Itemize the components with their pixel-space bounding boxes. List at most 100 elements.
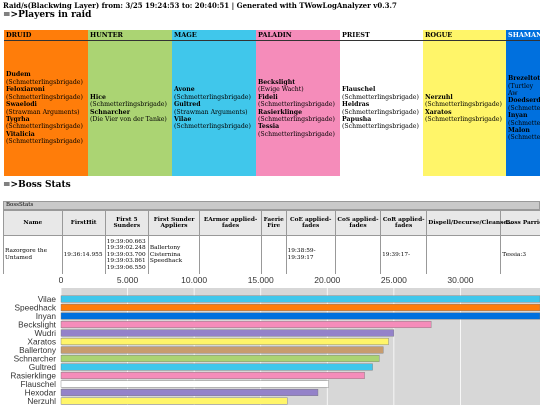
bar-nerzuhl — [61, 398, 287, 405]
class-name: PALADIN — [256, 30, 340, 41]
category-label: Nerzuhl — [27, 396, 56, 405]
player-name: Schnarcher — [90, 109, 170, 116]
player-guild: (Schmetterlingsbrigade) — [425, 116, 504, 123]
player-name: Tessia — [258, 123, 338, 130]
x-tick-label: 20.000 — [314, 275, 340, 285]
player-name: Doedserde — [508, 97, 540, 104]
player-name: Heldras — [342, 101, 421, 108]
players-heading: =>Players in raid — [3, 10, 91, 20]
player-name: Tygrha — [6, 116, 86, 123]
player-guild: (Schmetterlingsbrigade) — [6, 138, 86, 145]
class-player-list: Avone(Schmetterlingsbrigade)Gultred(Stra… — [172, 41, 256, 176]
column-header: FirstHit — [62, 211, 105, 236]
player-guild: (Schmetterli — [508, 105, 540, 112]
player-name: Vitalicia — [6, 131, 86, 138]
table-cell: Razorgore the Untamed — [4, 236, 63, 275]
bar-vilae — [61, 296, 540, 303]
player-name: Feloxiaroni — [6, 86, 86, 93]
column-header: Name — [4, 211, 63, 236]
class-player-list: Nerzuhl(Schmetterlingsbrigade)Xaratos(Sc… — [423, 41, 506, 176]
player-guild: (Schmetterlingsbrigade) — [6, 94, 86, 101]
boss-stats-bar: BossStats — [3, 201, 540, 210]
player-guild: (Schmetterlingsbrigade) — [174, 94, 254, 101]
column-header: First 5 Sunders — [105, 211, 148, 236]
column-header: CoE applied-fades — [286, 211, 335, 236]
x-tick-label: 0 — [59, 275, 64, 285]
class-name: ROGUE — [423, 30, 506, 41]
class-name: DRUID — [4, 30, 88, 41]
bar-schnarcher — [61, 355, 379, 362]
player-guild: (Schmetterlingsbrigade) — [342, 123, 421, 130]
class-player-list: Beckslight(Ewige Wacht)Fideli(Schmetterl… — [256, 41, 340, 176]
player-guild: (Strawman Arguments) — [6, 109, 86, 116]
player-guild: (Schmetterlingsbrigade) — [342, 109, 421, 116]
bar-rasierklinge — [61, 372, 365, 379]
player-name: Rasierklinge — [258, 109, 338, 116]
class-name: SHAMAN — [506, 30, 540, 41]
class-player-list: Dudem(Schmetterlingsbrigade)Feloxiaroni(… — [4, 41, 88, 176]
player-name: Fideli — [258, 94, 338, 101]
player-guild: (Die Vier von der Tanke) — [90, 116, 170, 123]
table-cell — [200, 236, 262, 275]
bar-flauschel — [61, 381, 329, 388]
x-tick-label: 5.000 — [117, 275, 139, 285]
column-header: CoR applied-fades — [381, 211, 427, 236]
player-guild: (Schmetterlingsbrigade) — [258, 101, 338, 108]
player-name: Avone — [174, 86, 254, 93]
player-name: Hice — [90, 94, 170, 101]
player-guild: (Schmetterli — [508, 134, 540, 141]
table-cell — [335, 236, 380, 275]
column-header: EArmor applied-fades — [200, 211, 262, 236]
player-name: Xaratos — [425, 109, 504, 116]
class-name: MAGE — [172, 30, 256, 41]
player-name: Inyan — [508, 112, 540, 119]
column-header: Faerie Fire — [261, 211, 286, 236]
table-cell: 19:38:59-19:39:17 — [286, 236, 335, 275]
column-header: Dispell/Decurse/Cleanse... — [427, 211, 501, 236]
class-column-shaman: SHAMANBrezeltotsc(Turtley AwDoedserde(Sc… — [506, 30, 540, 176]
player-guild: (Schmetterli — [508, 120, 540, 127]
player-name: Beckslight — [258, 79, 338, 86]
column-header: Boss Parried >1 — [501, 211, 540, 236]
player-name: Flauschel — [342, 86, 421, 93]
boss-heading: =>Boss Stats — [3, 180, 71, 190]
column-header: First Sunder Appliers — [148, 211, 199, 236]
x-tick-label: 30.000 — [447, 275, 473, 285]
table-cell — [261, 236, 286, 275]
table-cell: 19:39:17- — [381, 236, 427, 275]
bar-hexodar — [61, 389, 318, 396]
bar-wudri — [61, 330, 394, 337]
player-guild: (Schmetterlingsbrigade) — [258, 131, 338, 138]
x-tick-label: 15.000 — [248, 275, 274, 285]
player-name: Brezeltotsc — [508, 75, 540, 82]
player-guild: (Schmetterlingsbrigade) — [174, 123, 254, 130]
bar-xaratos — [61, 338, 389, 345]
bar-gultred — [61, 364, 373, 371]
player-guild: (Schmetterlingsbrigade) — [342, 94, 421, 101]
player-name: Papusha — [342, 116, 421, 123]
table-cell: 19:36:14.955 — [62, 236, 105, 275]
player-guild: (Schmetterlingsbrigade) — [6, 79, 86, 86]
class-player-list: Brezeltotsc(Turtley AwDoedserde(Schmette… — [506, 41, 540, 176]
player-name: Nerzuhl — [425, 94, 504, 101]
player-guild: (Schmetterlingsbrigade) — [425, 101, 504, 108]
player-name: Dudem — [6, 71, 86, 78]
player-name: Gultred — [174, 101, 254, 108]
x-tick-label: 10.000 — [181, 275, 207, 285]
player-name: Vilae — [174, 116, 254, 123]
table-cell: Tessia:3 — [501, 236, 540, 275]
table-cell — [427, 236, 501, 275]
